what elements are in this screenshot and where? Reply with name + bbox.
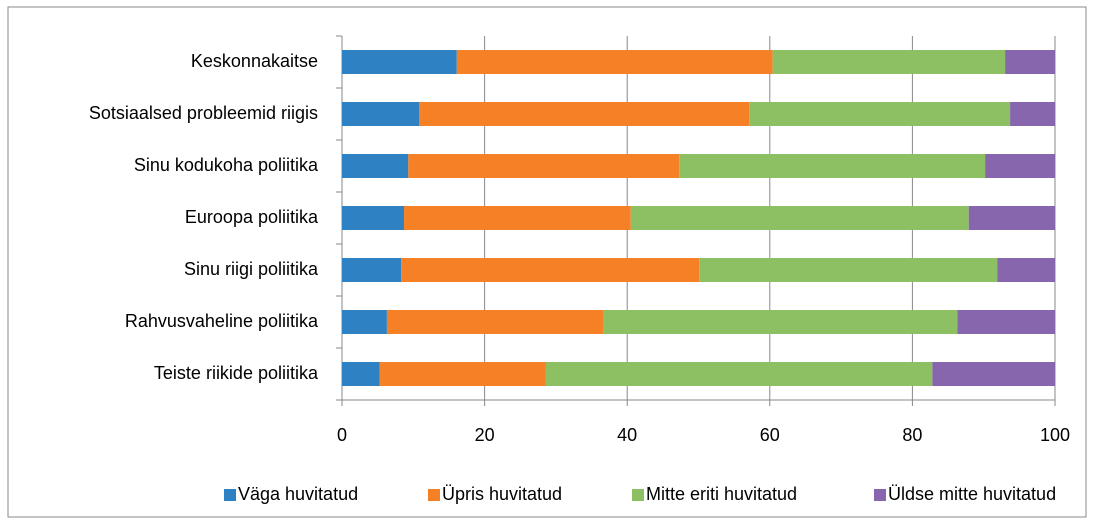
x-tick-label: 60 <box>760 425 780 445</box>
y-tick-label: Rahvusvaheline poliitika <box>125 311 319 331</box>
legend-swatch <box>874 489 886 501</box>
y-tick-label: Keskonnakaitse <box>191 51 318 71</box>
y-tick-label: Euroopa poliitika <box>185 207 319 227</box>
bar-segment <box>342 154 409 178</box>
y-tick-label: Sinu riigi poliitika <box>184 259 319 279</box>
x-tick-label: 0 <box>337 425 347 445</box>
bar-segment <box>957 310 1055 334</box>
legend-swatch <box>428 489 440 501</box>
bar-segment <box>386 310 604 334</box>
x-tick-label: 100 <box>1040 425 1070 445</box>
bar-segment <box>997 258 1055 282</box>
bar-segment <box>1010 102 1055 126</box>
bar-segment <box>772 50 1006 74</box>
x-tick-label: 40 <box>617 425 637 445</box>
bar-segment <box>749 102 1011 126</box>
bar-segment <box>342 310 387 334</box>
y-tick-label: Sinu kodukoha poliitika <box>134 155 319 175</box>
bar-segment <box>419 102 750 126</box>
x-tick-label: 80 <box>902 425 922 445</box>
bar-segment <box>404 206 631 230</box>
bar-segment <box>342 50 457 74</box>
legend-label: Mitte eriti huvitatud <box>646 484 797 504</box>
bar-segment <box>342 206 405 230</box>
bar-segment <box>699 258 998 282</box>
bar-segment <box>1005 50 1055 74</box>
bar-segment <box>985 154 1055 178</box>
bar-segment <box>456 50 773 74</box>
bar-segment <box>968 206 1055 230</box>
bar-segment <box>342 362 380 386</box>
bar-segment <box>932 362 1055 386</box>
bar-segment <box>342 258 402 282</box>
legend-swatch <box>632 489 644 501</box>
bar-segment <box>603 310 958 334</box>
bar-segment <box>401 258 700 282</box>
legend-label: Üldse mitte huvitatud <box>888 484 1056 504</box>
bar-segment <box>679 154 986 178</box>
bar-segment <box>630 206 969 230</box>
bar-segment <box>545 362 933 386</box>
legend-swatch <box>224 489 236 501</box>
y-tick-label: Teiste riikide poliitika <box>154 363 319 383</box>
bar-segment <box>342 102 420 126</box>
bar-segment <box>408 154 680 178</box>
x-tick-label: 20 <box>475 425 495 445</box>
bar-segment <box>379 362 546 386</box>
legend-label: Üpris huvitatud <box>442 484 562 504</box>
y-tick-label: Sotsiaalsed probleemid riigis <box>89 103 318 123</box>
legend-label: Väga huvitatud <box>238 484 358 504</box>
